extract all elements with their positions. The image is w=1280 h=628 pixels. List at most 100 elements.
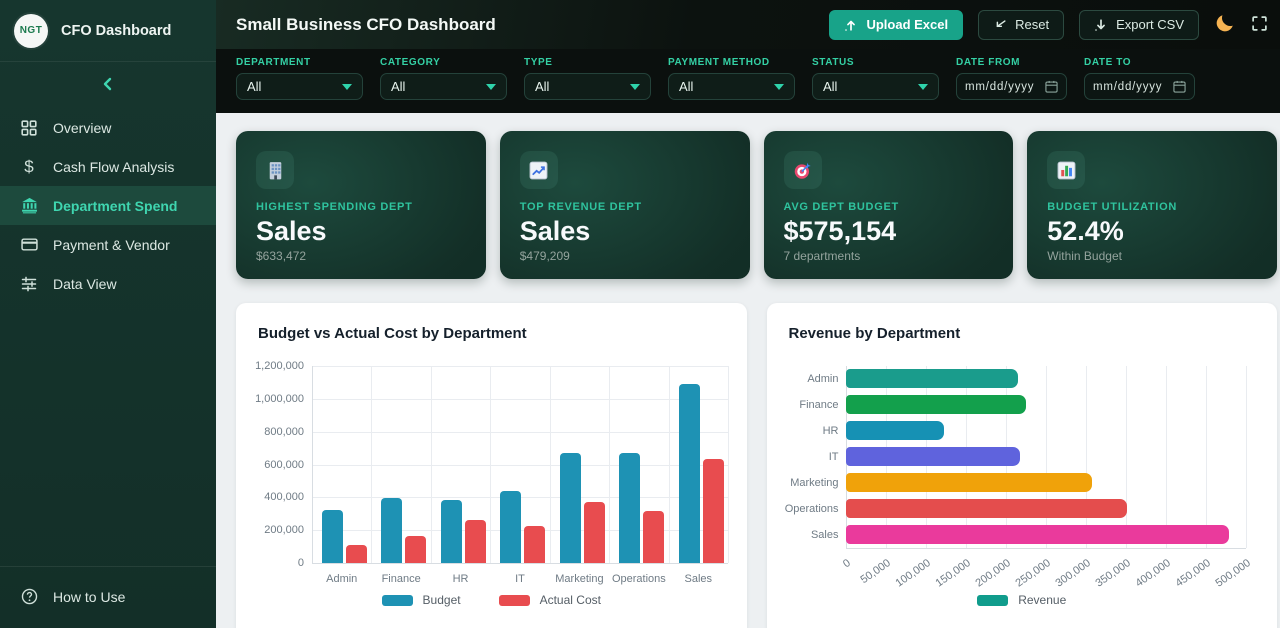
bar-admin-revenue xyxy=(845,369,1018,388)
bar-operations-actual-cost xyxy=(643,511,665,563)
filter-type: TYPE All xyxy=(524,57,651,113)
sidebar-header: NGT CFO Dashboard xyxy=(0,0,216,62)
bar-it-actual-cost xyxy=(524,526,546,563)
kpi-card-top-revenue-dept: TOP REVENUE DEPT Sales $479,209 xyxy=(499,131,750,279)
y-axis-tick-label: Marketing xyxy=(790,477,839,489)
sidebar: NGT CFO Dashboard Overview $ Cash Flow Ana… xyxy=(0,0,216,628)
filter-bar: DEPARTMENT All CATEGORY All TYPE All PAYMENT M… xyxy=(216,49,1280,113)
kpi-value: Sales xyxy=(519,216,591,246)
gridline xyxy=(1125,366,1127,548)
bar-sales-revenue xyxy=(845,525,1229,544)
sidebar-item-department-spend[interactable]: Department Spend xyxy=(0,186,216,225)
kpi-card-highest-spending-dept: HIGHEST SPENDING DEPT Sales $633,472 xyxy=(236,131,486,279)
chevron-down-icon xyxy=(630,83,640,90)
x-axis-tick-label: Sales xyxy=(684,573,713,585)
chart-title: Budget vs Actual Cost by Department xyxy=(258,325,527,342)
page-title: Small Business CFO Dashboard xyxy=(236,14,496,34)
sidebar-collapse-button[interactable] xyxy=(100,76,116,95)
bar-sales-actual-cost xyxy=(702,459,724,563)
calendar-icon xyxy=(1045,80,1058,93)
x-axis-tick-label: HR xyxy=(452,573,469,585)
filter-category: CATEGORY All xyxy=(380,57,507,113)
filter-select-department[interactable]: All xyxy=(236,73,363,100)
gridline xyxy=(1245,366,1247,548)
filter-value: All xyxy=(535,79,550,94)
kpi-subtext: $633,472 xyxy=(256,249,307,263)
y-axis-tick-label: 400,000 xyxy=(264,491,304,504)
date-value: mm/dd/yyyy xyxy=(1093,80,1163,93)
button-label: Upload Excel xyxy=(866,17,949,32)
bar-admin-actual-cost xyxy=(346,544,367,563)
bar-hr-revenue xyxy=(845,421,944,440)
y-axis-tick-label: HR xyxy=(822,425,839,437)
gridline xyxy=(1165,366,1167,548)
upload-excel-button[interactable]: Upload Excel xyxy=(829,9,964,40)
sidebar-item-cash-flow-analysis[interactable]: $ Cash Flow Analysis xyxy=(0,147,216,186)
chevron-left-icon xyxy=(100,76,116,95)
gridline xyxy=(490,366,492,563)
reset-button[interactable]: Reset xyxy=(978,9,1065,40)
bar-it-budget xyxy=(500,490,522,563)
filter-date-from: DATE FROM mm/dd/yyyy xyxy=(956,57,1067,113)
bar-marketing-revenue xyxy=(845,473,1092,492)
gridline xyxy=(430,366,432,563)
app-name: CFO Dashboard xyxy=(61,22,172,39)
bar-hr-actual-cost xyxy=(464,520,486,563)
bar-operations-revenue xyxy=(845,499,1128,518)
y-axis-tick-label: 800,000 xyxy=(264,425,304,438)
bar-finance-actual-cost xyxy=(405,535,427,563)
y-axis-tick-label: 1,000,000 xyxy=(255,392,304,405)
sidebar-menu: Overview $ Cash Flow Analysis Department Sp… xyxy=(0,108,216,303)
y-axis-tick-label: Operations xyxy=(784,503,839,515)
filter-select-status[interactable]: All xyxy=(812,73,939,100)
filter-select-payment-method[interactable]: All xyxy=(668,73,795,100)
filter-value: All xyxy=(679,79,694,94)
filter-select-type[interactable]: All xyxy=(524,73,651,100)
bar-operations-budget xyxy=(619,453,641,563)
app-logo: NGT xyxy=(14,13,48,48)
filter-payment-method: PAYMENT METHOD All xyxy=(668,57,795,113)
gridline xyxy=(312,398,728,400)
legend-label: Budget xyxy=(422,593,461,607)
chevron-down-icon xyxy=(774,83,784,90)
chevron-down-icon xyxy=(342,83,352,90)
kpi-cards: HIGHEST SPENDING DEPT Sales $633,472 TOP RE… xyxy=(236,131,1277,279)
kpi-value: Sales xyxy=(256,216,327,246)
chart-up-icon xyxy=(519,151,558,189)
y-axis-tick-label: 600,000 xyxy=(264,458,304,471)
kpi-label: AVG DEPT BUDGET xyxy=(783,201,899,213)
x-axis-tick-label: Finance xyxy=(381,573,421,585)
kpi-label: HIGHEST SPENDING DEPT xyxy=(256,201,413,213)
chart-legend: Budget Actual Cost xyxy=(236,593,747,607)
sidebar-footer: How to Use xyxy=(0,566,216,628)
sidebar-item-payment-vendor[interactable]: Payment & Vendor xyxy=(0,225,216,264)
kpi-subtext: 7 departments xyxy=(783,249,861,263)
gridline xyxy=(312,464,728,466)
revenue-by-department-chart: Revenue by Department 0 50,000 100,000 150,… xyxy=(766,303,1277,628)
bar-hr-budget xyxy=(440,499,462,563)
gridline xyxy=(312,431,728,433)
y-axis-tick-label: 200,000 xyxy=(264,524,304,537)
sidebar-item-label: Cash Flow Analysis xyxy=(53,158,175,175)
logo-text: NGT xyxy=(19,25,43,36)
sidebar-item-overview[interactable]: Overview xyxy=(0,108,216,147)
legend-item-budget: Budget xyxy=(381,593,461,607)
filter-value: All xyxy=(823,79,838,94)
filter-status: STATUS All xyxy=(812,57,939,113)
gridline xyxy=(312,366,728,367)
sidebar-item-data-view[interactable]: Data View xyxy=(0,264,216,303)
y-axis-tick-label: Finance xyxy=(799,399,839,411)
y-axis-tick-label: 0 xyxy=(297,557,304,569)
target-icon xyxy=(783,151,822,189)
filter-label: TYPE xyxy=(524,57,553,68)
date-input-date-from[interactable]: mm/dd/yyyy xyxy=(956,73,1067,100)
filter-label: STATUS xyxy=(812,57,855,68)
sidebar-item-how-to-use[interactable]: How to Use xyxy=(0,577,216,616)
legend-swatch xyxy=(977,594,1009,606)
date-input-date-to[interactable]: mm/dd/yyyy xyxy=(1084,73,1195,100)
fullscreen-button[interactable] xyxy=(1251,15,1268,35)
theme-toggle-button[interactable] xyxy=(1214,12,1236,37)
filter-select-category[interactable]: All xyxy=(380,73,507,100)
bar-sales-budget xyxy=(678,384,700,563)
export-csv-button[interactable]: Export CSV xyxy=(1079,9,1199,40)
